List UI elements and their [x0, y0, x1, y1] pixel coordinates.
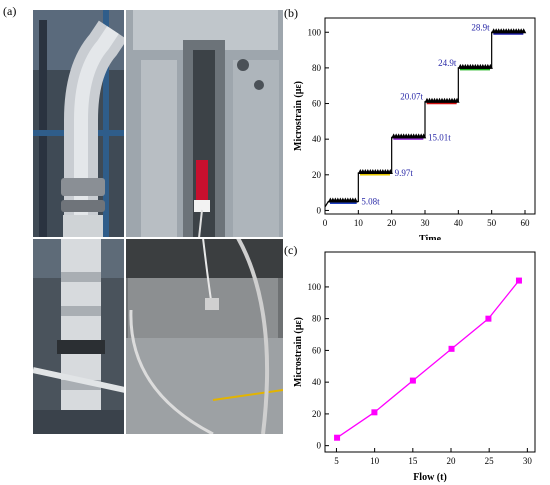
y-tick-label: 40 — [312, 377, 322, 387]
x-tick-label: 50 — [487, 218, 497, 228]
flow-annotation: 5.08t — [361, 197, 380, 207]
y-axis-label: Microstrain (με) — [293, 81, 304, 151]
data-point-marker — [487, 63, 493, 69]
plot-frame — [324, 251, 536, 453]
x-tick-label: 40 — [454, 218, 464, 228]
y-tick-label: 0 — [317, 205, 322, 215]
photo-metal-top-right — [125, 10, 283, 239]
flow-data-point — [515, 277, 522, 284]
y-tick-label: 20 — [312, 409, 322, 419]
x-tick-label: 60 — [521, 218, 531, 228]
y-tick-label: 80 — [312, 314, 322, 324]
y-tick-label: 20 — [312, 170, 322, 180]
flow-data-point — [371, 409, 378, 416]
x-axis-label: Time — [419, 234, 442, 240]
flow-data-point — [485, 315, 492, 322]
flow-series-line — [336, 280, 520, 439]
step-chart: 0 10 20 30 40 50 60 0 20 40 60 80 100 Time Microstrain… — [293, 17, 536, 240]
y-tick-label: 40 — [312, 134, 322, 144]
strain-trace — [324, 31, 525, 208]
data-point-marker — [421, 133, 427, 139]
plot-frame — [324, 17, 536, 215]
y-tick-label: 60 — [312, 345, 322, 355]
x-tick-label: 20 — [447, 456, 457, 466]
flow-data-point — [334, 434, 341, 441]
panel-label-c: (c) — [284, 243, 298, 257]
panel-label-a: (a) — [3, 4, 17, 18]
x-tick-label: 10 — [354, 218, 364, 228]
flow-data-point — [409, 377, 416, 384]
y-axis-label: Microstrain (με) — [293, 317, 304, 387]
photo-pipe-bottom-left — [33, 238, 126, 434]
photo-pipe-top-left — [33, 10, 128, 238]
data-point-marker — [521, 28, 527, 34]
data-point-marker — [387, 169, 393, 175]
x-tick-label: 5 — [334, 456, 339, 466]
flow-annotation: 15.01t — [428, 132, 451, 142]
data-point-marker — [352, 197, 358, 203]
x-tick-label: 30 — [421, 218, 431, 228]
x-tick-label: 25 — [485, 456, 495, 466]
flow-annotation: 24.9t — [438, 58, 457, 68]
y-tick-label: 100 — [308, 282, 322, 292]
y-tick-label: 60 — [312, 99, 322, 109]
x-tick-label: 15 — [408, 456, 418, 466]
panel-label-b: (b) — [284, 6, 298, 20]
photo-tank-bottom-right — [125, 237, 283, 434]
photo-collage-drawing — [33, 10, 283, 434]
flow-annotation: 20.07t — [400, 92, 423, 102]
flow-chart: 5 10 15 20 25 30 0 20 40 60 80 100 Flow (t) Microstra… — [293, 251, 536, 483]
x-tick-label: 10 — [370, 456, 380, 466]
y-tick-label: 100 — [308, 27, 322, 37]
data-point-marker — [454, 97, 460, 103]
flow-annotation: 9.97t — [395, 168, 414, 178]
y-tick-label: 80 — [312, 63, 322, 73]
flow-data-point — [448, 345, 455, 352]
y-tick-label: 0 — [317, 441, 322, 451]
x-axis-label: Flow (t) — [413, 472, 447, 483]
x-tick-label: 20 — [387, 218, 397, 228]
x-tick-label: 30 — [523, 456, 533, 466]
x-tick-label: 0 — [323, 218, 328, 228]
flow-annotation: 28.9t — [471, 22, 490, 32]
photo-collage — [33, 10, 283, 434]
